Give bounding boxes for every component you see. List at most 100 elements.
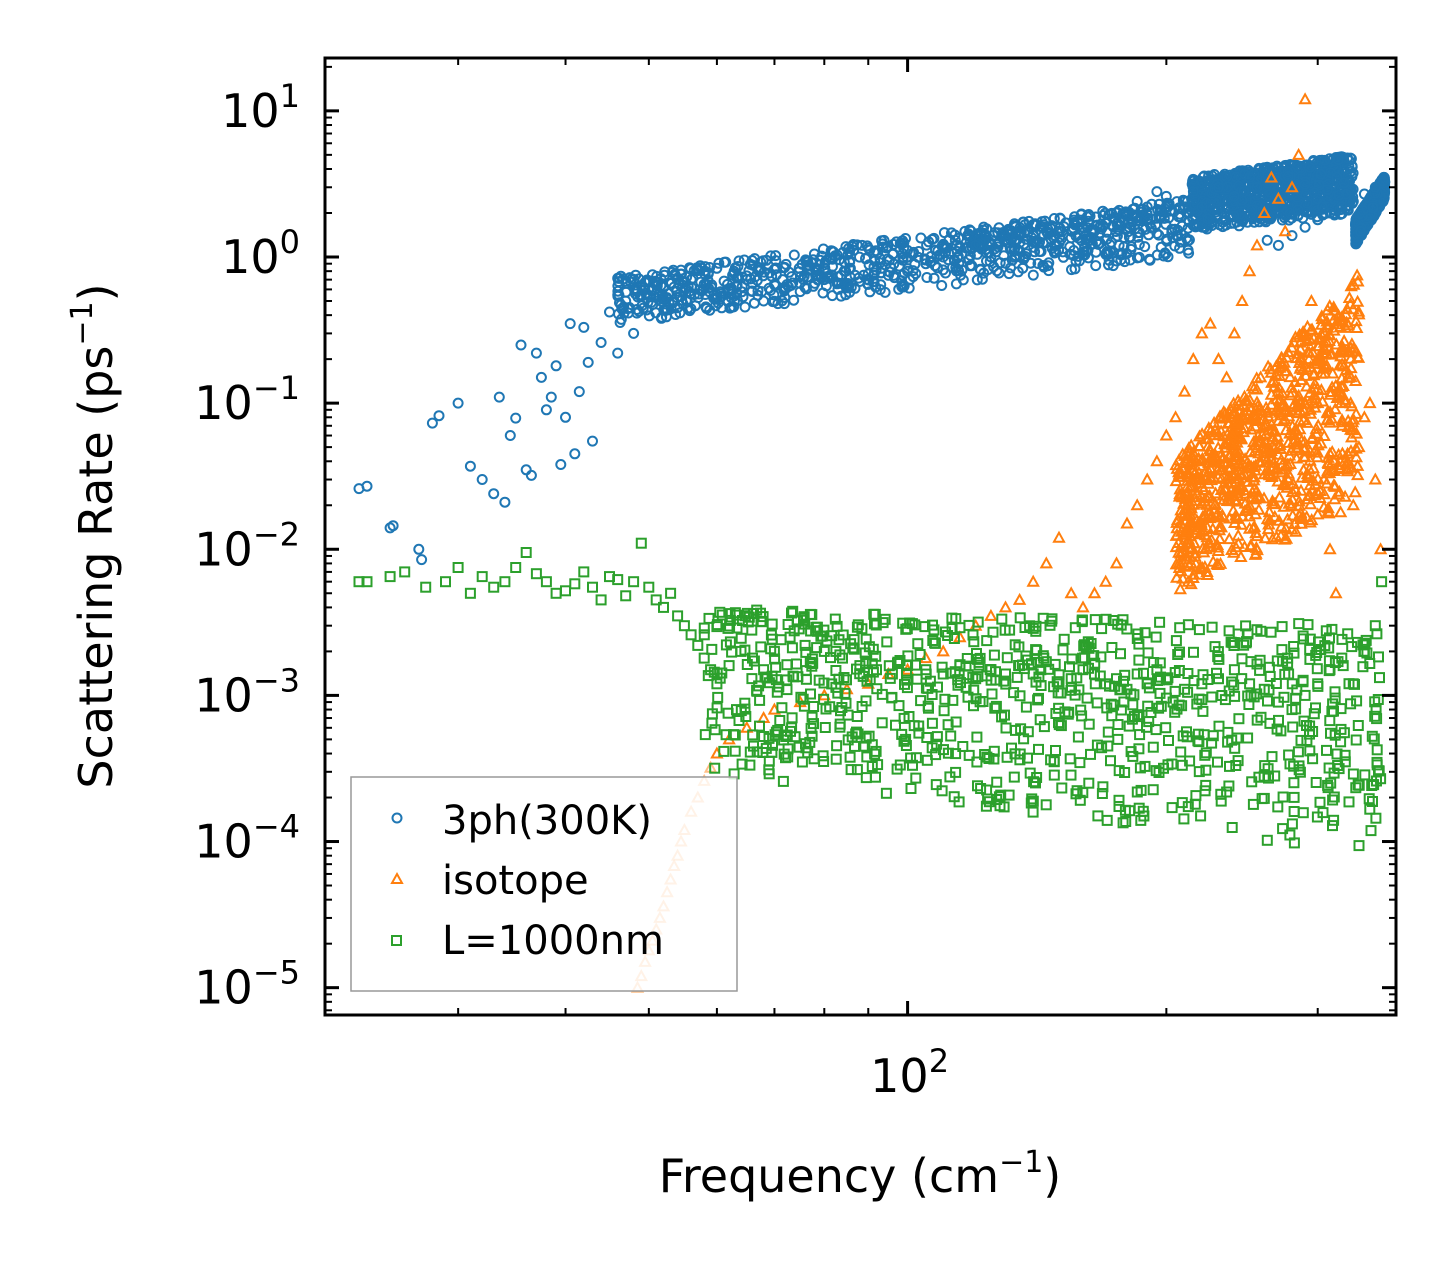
cloud-point bbox=[1282, 170, 1294, 182]
cloud-point bbox=[1244, 209, 1256, 221]
series-triangle-group bbox=[630, 92, 1388, 993]
cloud-point bbox=[739, 301, 751, 313]
data-point bbox=[1089, 225, 1100, 237]
cloud-point bbox=[846, 241, 858, 252]
cloud-point bbox=[757, 270, 769, 282]
data-point bbox=[560, 411, 571, 423]
cloud-point bbox=[1258, 214, 1270, 226]
cloud-point bbox=[1131, 252, 1143, 264]
data-point bbox=[564, 318, 576, 330]
cloud-point bbox=[674, 307, 686, 319]
cloud-point bbox=[897, 252, 909, 264]
cloud-point bbox=[877, 238, 888, 250]
data-point bbox=[476, 474, 488, 485]
cloud-point bbox=[1153, 229, 1165, 241]
cloud-point bbox=[810, 270, 822, 282]
data-point bbox=[1369, 181, 1381, 193]
cloud-point bbox=[1113, 204, 1125, 216]
cloud-point bbox=[1125, 231, 1137, 243]
data-point bbox=[937, 251, 949, 263]
data-point bbox=[1027, 230, 1039, 242]
data-point bbox=[1299, 221, 1311, 233]
cloud-point bbox=[1139, 241, 1151, 253]
cloud-point bbox=[831, 278, 843, 290]
cloud-point bbox=[1324, 153, 1336, 165]
data-point bbox=[672, 302, 684, 314]
cloud-point bbox=[722, 296, 734, 308]
data-point bbox=[1347, 195, 1359, 207]
cloud-point bbox=[1129, 223, 1141, 235]
cloud-point bbox=[615, 313, 627, 325]
cloud-point bbox=[738, 254, 750, 266]
cloud-point bbox=[1197, 177, 1209, 188]
cloud-point bbox=[704, 304, 716, 316]
cloud-point bbox=[882, 240, 894, 252]
cloud-point bbox=[1090, 260, 1102, 272]
cloud-point bbox=[925, 251, 937, 262]
data-point bbox=[510, 412, 522, 424]
series-circle-group bbox=[353, 151, 1391, 566]
data-point bbox=[1111, 207, 1122, 219]
data-point bbox=[1100, 217, 1112, 229]
data-point bbox=[1141, 201, 1153, 213]
cloud-point bbox=[1204, 532, 1219, 545]
cloud-point bbox=[1153, 211, 1165, 223]
cloud-point bbox=[896, 279, 908, 291]
cloud-point bbox=[1334, 344, 1349, 357]
data-point bbox=[1000, 234, 1011, 246]
cloud-point bbox=[928, 272, 940, 284]
data-point bbox=[433, 410, 445, 422]
cloud-point bbox=[1002, 228, 1014, 240]
cloud-point bbox=[788, 249, 800, 261]
cloud-point bbox=[651, 270, 663, 282]
data-point bbox=[698, 278, 710, 290]
cloud-point bbox=[932, 245, 944, 257]
cloud-point bbox=[938, 227, 950, 239]
cloud-point bbox=[1262, 189, 1274, 201]
cloud-point bbox=[1333, 189, 1345, 201]
cloud-point bbox=[1203, 170, 1215, 182]
cloud-point bbox=[1174, 242, 1186, 254]
cloud-point bbox=[1155, 241, 1167, 253]
cloud-point bbox=[1099, 207, 1111, 219]
data-point bbox=[1213, 181, 1224, 193]
cloud-point bbox=[1228, 210, 1240, 222]
cloud-point bbox=[843, 280, 855, 291]
data-point bbox=[768, 278, 780, 290]
cloud-point bbox=[853, 272, 865, 284]
cloud-point bbox=[1238, 186, 1250, 198]
cloud-point bbox=[1048, 213, 1060, 224]
cloud-point bbox=[1311, 160, 1323, 172]
cloud-point bbox=[820, 280, 832, 292]
cloud-point bbox=[1145, 222, 1157, 234]
data-point bbox=[493, 391, 505, 403]
cloud-point bbox=[1187, 173, 1199, 185]
data-point bbox=[1324, 207, 1336, 219]
cloud-point bbox=[1331, 171, 1343, 183]
data-point bbox=[1358, 188, 1370, 200]
cloud-point bbox=[963, 228, 975, 240]
cloud-point bbox=[656, 311, 668, 323]
cloud-point bbox=[1340, 188, 1352, 200]
cloud-point bbox=[1315, 168, 1327, 180]
cloud-point bbox=[1161, 235, 1173, 247]
cloud-point bbox=[826, 290, 838, 302]
cloud-point bbox=[870, 245, 882, 257]
data-point bbox=[525, 469, 537, 481]
cloud-point bbox=[826, 269, 838, 281]
cloud-point bbox=[900, 233, 911, 244]
cloud-point bbox=[1103, 259, 1114, 271]
cloud-point bbox=[658, 298, 670, 310]
cloud-point bbox=[685, 303, 697, 315]
data-point bbox=[1377, 175, 1389, 187]
cloud-point bbox=[913, 246, 925, 257]
cloud-point bbox=[711, 262, 723, 274]
cloud-point bbox=[1319, 154, 1331, 166]
cloud-point bbox=[1199, 189, 1211, 201]
cloud-point bbox=[746, 286, 758, 297]
cloud-point bbox=[1328, 402, 1342, 415]
legend-label-L1000nm: L=1000nm bbox=[442, 918, 664, 964]
data-point bbox=[573, 386, 585, 398]
cloud-point bbox=[1367, 202, 1379, 214]
cloud-point bbox=[1103, 254, 1115, 266]
